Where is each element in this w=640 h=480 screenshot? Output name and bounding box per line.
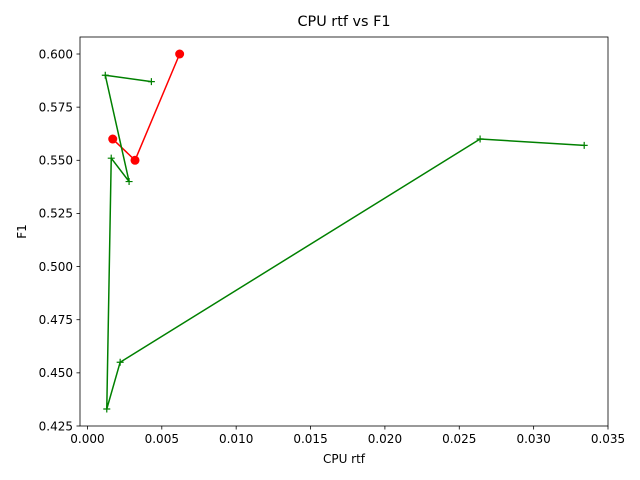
y-tick-label: 0.425 bbox=[39, 419, 73, 433]
series-layer bbox=[101, 49, 588, 413]
data-point bbox=[130, 155, 140, 165]
data-point bbox=[580, 141, 588, 149]
x-tick-label: 0.015 bbox=[293, 432, 327, 446]
y-tick-label: 0.500 bbox=[39, 260, 73, 274]
data-point bbox=[108, 134, 118, 144]
x-tick-label: 0.030 bbox=[516, 432, 550, 446]
x-axis-label: CPU rtf bbox=[323, 452, 366, 466]
x-tick-label: 0.005 bbox=[145, 432, 179, 446]
x-tick-label: 0.035 bbox=[591, 432, 625, 446]
series-2 bbox=[101, 71, 588, 413]
data-point bbox=[476, 135, 484, 143]
data-point bbox=[107, 154, 115, 162]
series-2-line bbox=[104, 74, 585, 410]
y-axis-label: F1 bbox=[15, 224, 29, 239]
y-tick-label: 0.575 bbox=[39, 100, 73, 114]
x-axis: 0.000 0.005 0.010 0.015 0.020 0.025 0.030 0.035 bbox=[70, 426, 625, 446]
data-point bbox=[101, 71, 109, 79]
x-tick-label: 0.000 bbox=[70, 432, 104, 446]
chart-title: CPU rtf vs F1 bbox=[297, 14, 390, 30]
x-tick-label: 0.020 bbox=[368, 432, 402, 446]
y-tick-label: 0.600 bbox=[39, 47, 73, 61]
plot-frame bbox=[79, 36, 609, 427]
data-point bbox=[175, 49, 185, 59]
x-tick-label: 0.025 bbox=[442, 432, 476, 446]
data-point bbox=[147, 78, 155, 86]
y-axis: 0.425 0.450 0.475 0.500 0.525 0.550 0.575 0.600 bbox=[39, 47, 80, 433]
data-point bbox=[103, 405, 111, 413]
y-tick-label: 0.525 bbox=[39, 207, 73, 221]
x-tick-label: 0.010 bbox=[219, 432, 253, 446]
data-point bbox=[116, 358, 124, 366]
y-tick-label: 0.550 bbox=[39, 154, 73, 168]
plot-area bbox=[79, 36, 609, 427]
data-point bbox=[125, 178, 133, 186]
series-1 bbox=[108, 49, 185, 165]
y-tick-label: 0.475 bbox=[39, 313, 73, 327]
plot-background bbox=[80, 37, 608, 426]
y-tick-label: 0.450 bbox=[39, 366, 73, 380]
